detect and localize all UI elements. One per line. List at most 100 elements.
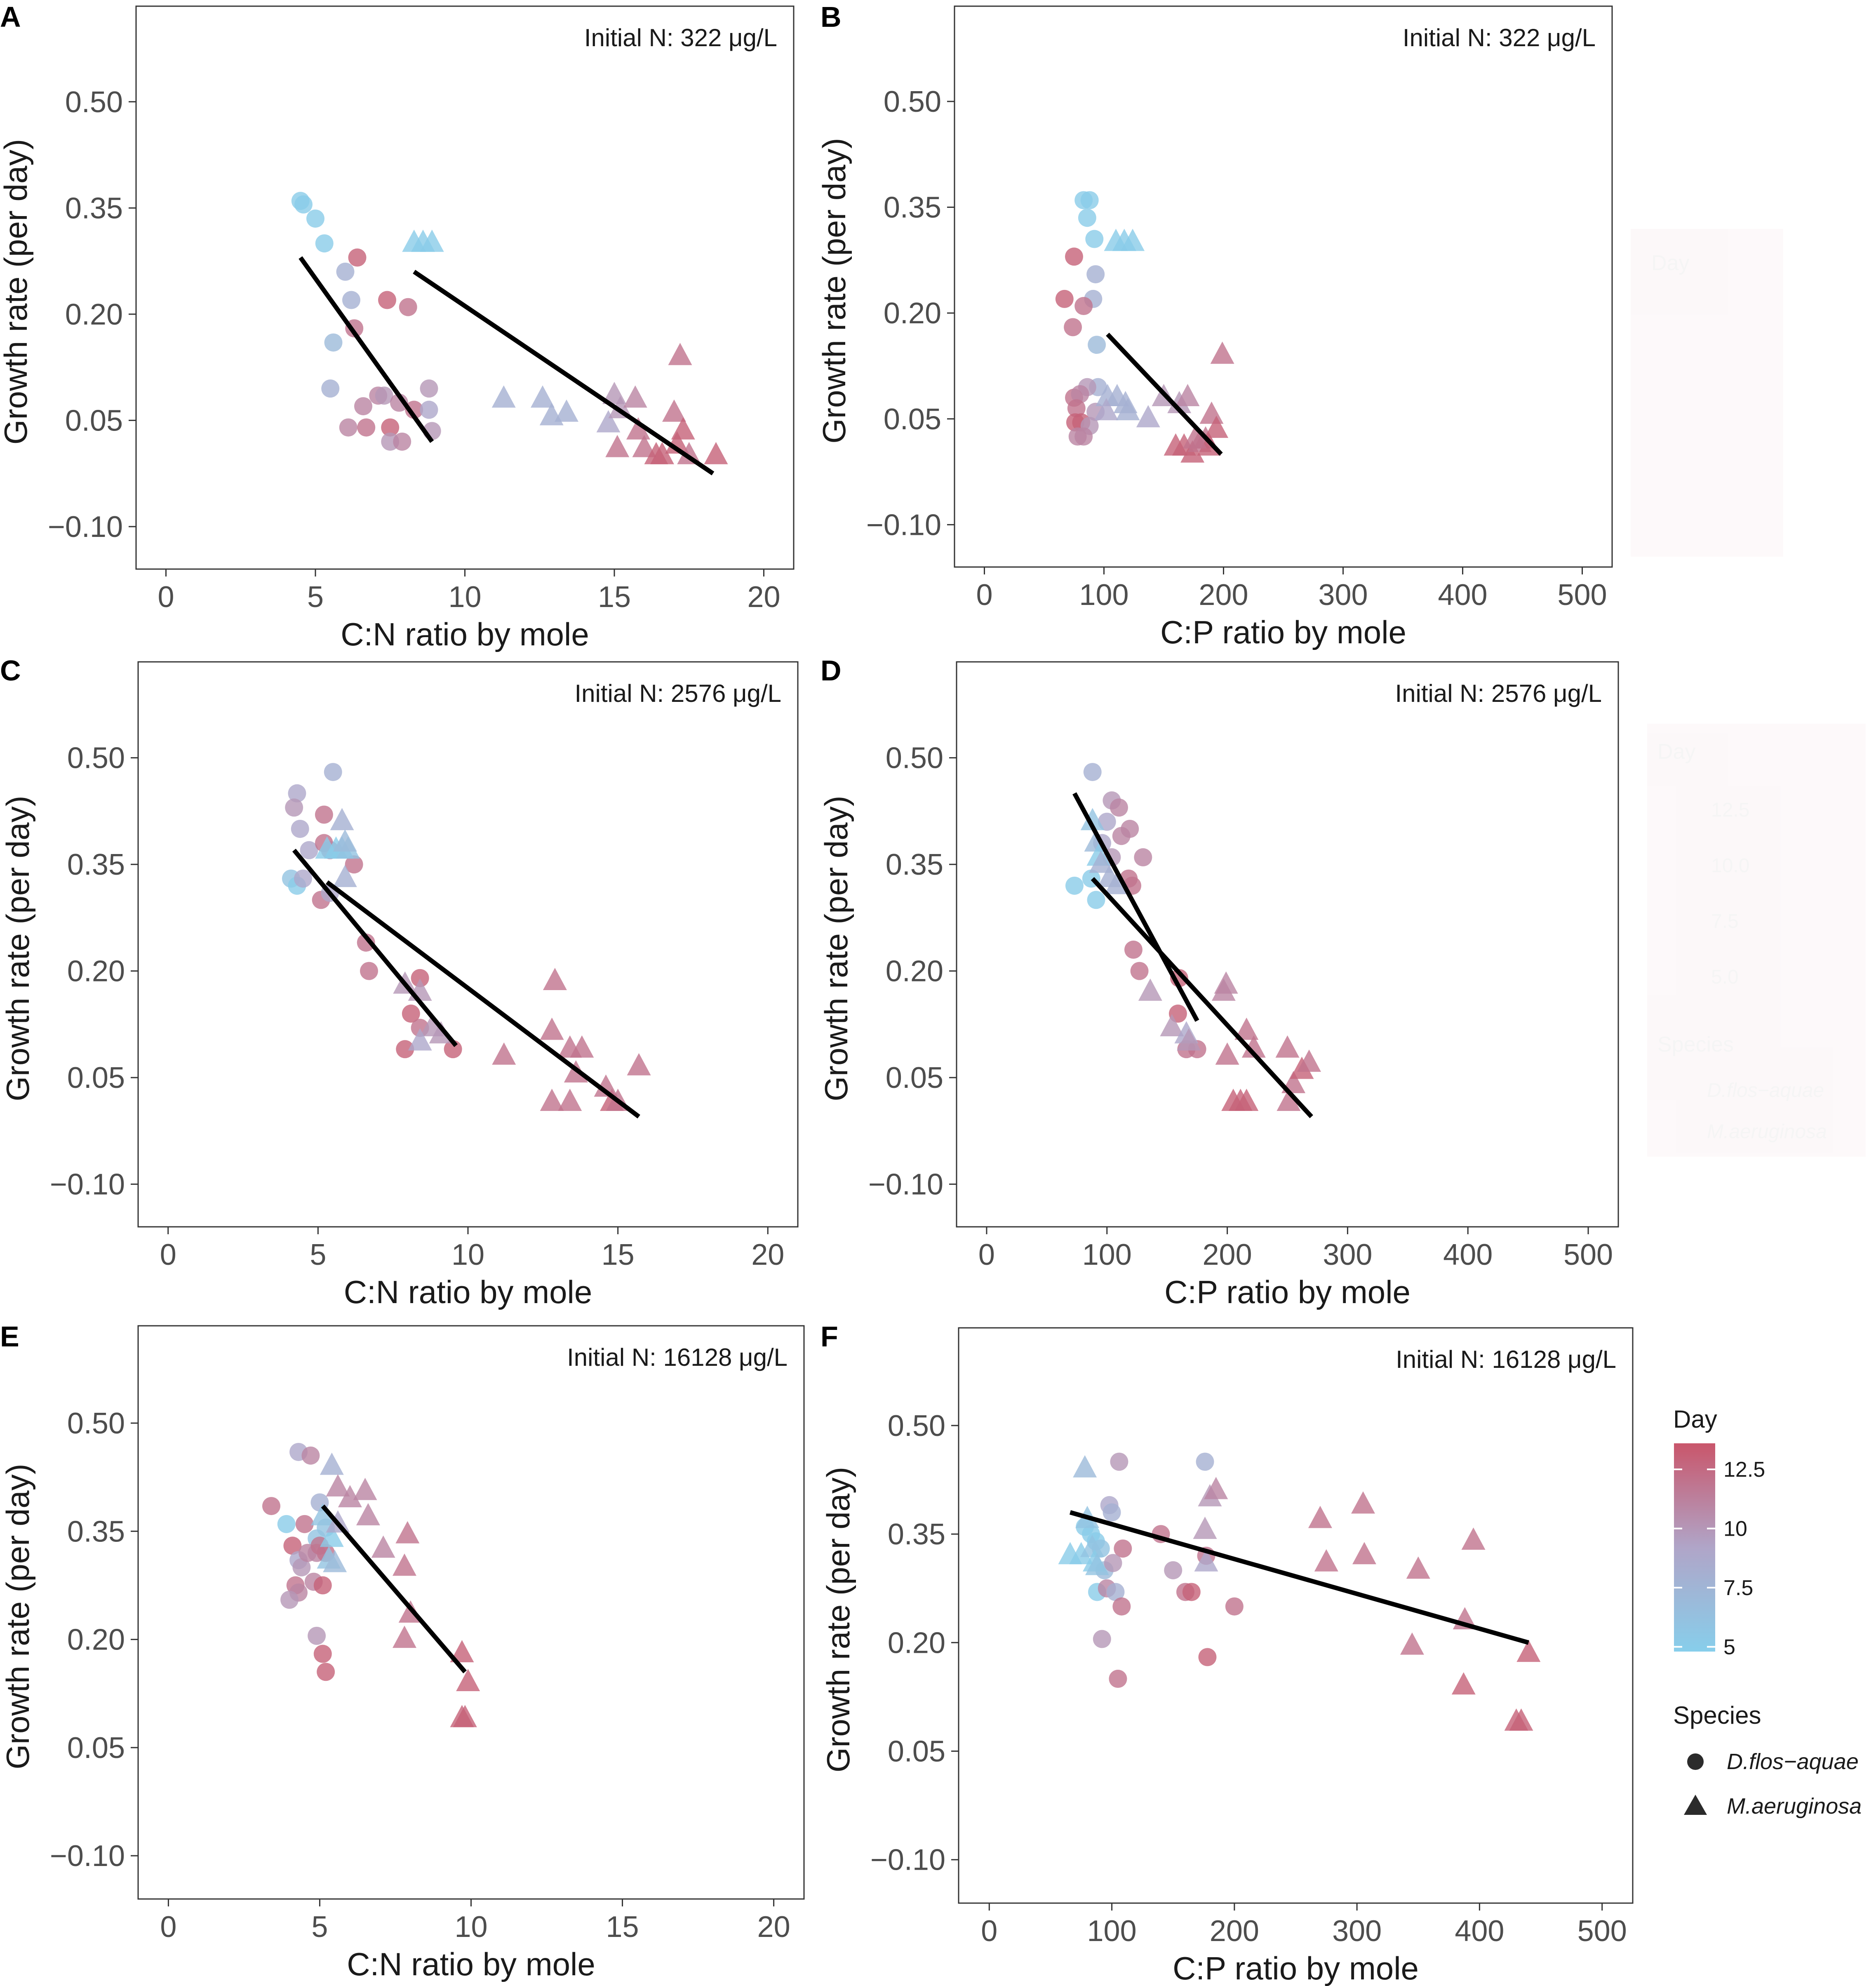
- y-tick-label: 0.20: [888, 1626, 945, 1659]
- data-point-circle: [1114, 1539, 1132, 1558]
- x-tick-label: 100: [1079, 579, 1128, 612]
- legend-species-m-aeruginosa: M.aeruginosa: [1727, 1794, 1862, 1819]
- data-point-triangle: [1451, 1672, 1476, 1695]
- ghost-legend-b-bg: [1631, 229, 1783, 557]
- data-point-circle: [420, 400, 438, 419]
- data-point-circle: [381, 418, 400, 437]
- data-point-circle: [1055, 289, 1074, 308]
- data-point-circle: [1130, 962, 1149, 980]
- initial-n-annotation: Initial N: 322 μg/L: [584, 24, 777, 52]
- legend: Day 12.5 10 7.5 5 Species D.flos−aquae M.ae…: [1673, 1405, 1862, 1819]
- data-point-circle: [1110, 798, 1128, 817]
- x-tick-label: 0: [981, 1915, 997, 1948]
- data-point-triangle: [1406, 1556, 1430, 1579]
- data-point-triangle: [1308, 1506, 1332, 1528]
- data-point-triangle: [1080, 808, 1105, 831]
- y-tick-label: −0.10: [866, 508, 941, 541]
- x-tick-label: 500: [1557, 579, 1607, 612]
- y-tick-label: 0.05: [886, 1061, 943, 1094]
- y-tick-label: 0.05: [65, 404, 123, 437]
- data-point-circle: [378, 291, 396, 309]
- data-point-triangle: [1275, 1035, 1300, 1058]
- data-point-triangle: [1234, 1017, 1259, 1040]
- data-point-circle: [1106, 1583, 1125, 1601]
- data-point-triangle: [543, 967, 567, 990]
- data-point-triangle: [1314, 1549, 1338, 1572]
- data-point-triangle: [632, 435, 656, 457]
- data-point-circle: [336, 262, 355, 281]
- data-point-circle: [402, 1005, 420, 1023]
- colorbar-tick-label: 5: [1723, 1635, 1735, 1659]
- regression-line: [292, 849, 458, 1047]
- x-axis-title: C:P ratio by mole: [1160, 614, 1406, 650]
- plot-area: [958, 1327, 1634, 1904]
- data-point-circle: [1098, 812, 1116, 831]
- data-point-triangle: [1352, 1542, 1376, 1565]
- data-point-triangle: [450, 1640, 474, 1663]
- data-point-triangle: [1241, 1035, 1266, 1058]
- regression-line: [1072, 792, 1199, 1022]
- data-point-triangle: [420, 229, 444, 252]
- data-point-circle: [375, 386, 393, 405]
- data-point-circle: [1182, 1583, 1201, 1601]
- data-point-triangle: [1175, 384, 1200, 406]
- data-point-triangle: [1073, 1455, 1097, 1478]
- x-tick-label: 10: [448, 581, 481, 614]
- data-point-circle: [1083, 763, 1102, 781]
- x-tick-label: 0: [160, 1911, 176, 1944]
- ghost-legend-b: Day: [1631, 229, 1783, 557]
- data-point-triangle: [531, 385, 555, 408]
- data-point-circle: [1065, 876, 1084, 895]
- data-point-triangle: [596, 410, 621, 433]
- legend-colorbar: [1674, 1443, 1715, 1652]
- y-tick-label: 0.50: [65, 86, 123, 119]
- y-tick-label: 0.05: [884, 403, 941, 436]
- data-point-triangle: [1105, 872, 1129, 894]
- y-tick-label: −0.10: [870, 1844, 945, 1877]
- data-point-triangle: [333, 829, 357, 852]
- legend-circle-icon: [1687, 1753, 1704, 1770]
- data-point-circle: [357, 933, 375, 952]
- data-point-circle: [1104, 1554, 1122, 1572]
- data-point-triangle: [1121, 228, 1145, 251]
- data-point-triangle: [456, 1668, 480, 1691]
- data-point-circle: [306, 209, 324, 228]
- data-point-triangle: [1193, 1516, 1217, 1539]
- regression-line: [321, 1504, 467, 1673]
- data-point-circle: [1080, 191, 1099, 209]
- data-point-circle: [324, 763, 342, 781]
- x-tick-label: 10: [454, 1911, 487, 1944]
- data-point-circle: [1124, 940, 1143, 959]
- data-point-triangle: [1461, 1527, 1486, 1550]
- initial-n-annotation: Initial N: 16128 μg/L: [567, 1344, 788, 1371]
- x-tick-label: 400: [1438, 579, 1487, 612]
- y-tick-label: 0.35: [67, 1515, 125, 1548]
- data-point-circle: [396, 1040, 414, 1059]
- data-point-triangle: [570, 1035, 594, 1058]
- data-point-circle: [411, 969, 429, 987]
- regression-line: [1070, 1510, 1529, 1645]
- data-point-triangle: [1297, 1049, 1321, 1072]
- data-point-triangle: [594, 1074, 618, 1097]
- data-point-circle: [324, 333, 343, 352]
- x-axis-title: C:N ratio by mole: [341, 616, 589, 652]
- panel-label: A: [0, 1, 21, 33]
- ghost-legend-d-species: M.aeruginosa: [1707, 1121, 1827, 1143]
- x-tick-label: 400: [1455, 1915, 1504, 1948]
- initial-n-annotation: Initial N: 2576 μg/L: [1395, 680, 1602, 707]
- plot-area: [954, 5, 1613, 568]
- data-point-circle: [360, 962, 378, 980]
- legend-species-title: Species: [1673, 1701, 1761, 1729]
- data-point-triangle: [393, 1553, 416, 1576]
- plot-area: [137, 661, 799, 1228]
- data-point-circle: [301, 1446, 320, 1465]
- data-point-triangle: [1509, 1708, 1533, 1731]
- initial-n-annotation: Initial N: 16128 μg/L: [1396, 1346, 1616, 1373]
- panel-E: E −0.10 0.05 0.20 0.35 0.50 0 5 10 15 20 C:N ratio …: [0, 1320, 805, 1982]
- x-tick-label: 5: [310, 1238, 326, 1271]
- x-tick-label: 200: [1203, 1238, 1252, 1271]
- x-tick-label: 100: [1082, 1238, 1132, 1271]
- x-axis-title: C:P ratio by mole: [1164, 1274, 1411, 1310]
- legend-triangle-icon: [1684, 1795, 1707, 1815]
